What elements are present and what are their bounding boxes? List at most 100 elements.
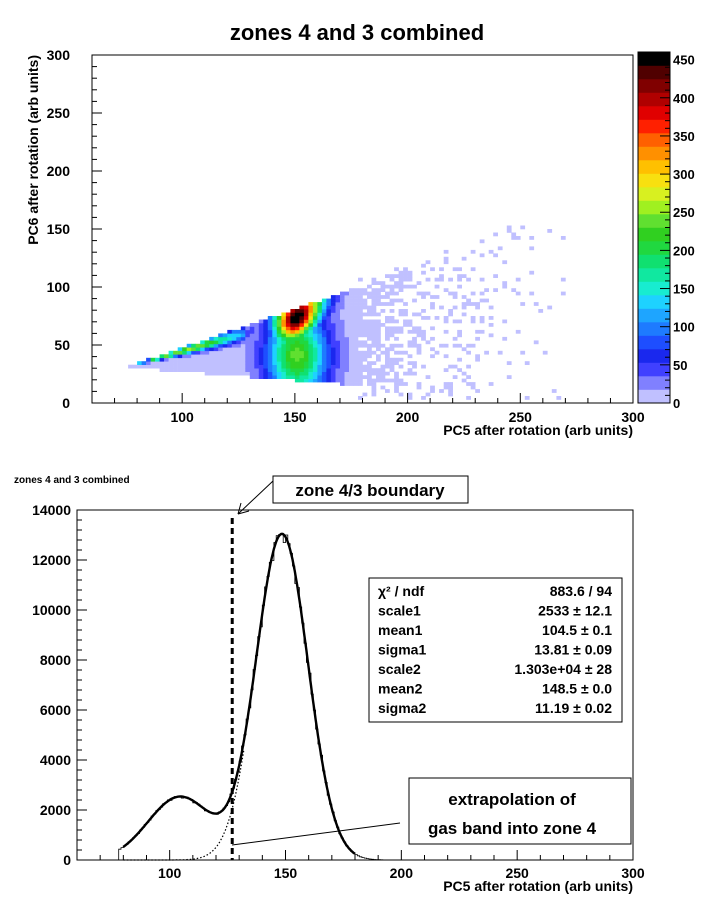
heatmap-cell xyxy=(376,336,381,341)
heatmap-cell xyxy=(398,309,404,313)
heatmap-cell xyxy=(330,364,336,369)
heatmap-cell xyxy=(258,319,264,324)
heatmap-cell xyxy=(317,312,323,317)
heatmap-cell xyxy=(407,274,413,278)
heatmap-cell xyxy=(340,333,345,338)
heatmap-cell xyxy=(146,357,151,362)
heatmap-cell xyxy=(367,371,372,376)
heatmap-cell xyxy=(371,392,377,397)
heatmap-cell xyxy=(371,309,377,313)
heatmap-cell xyxy=(470,249,476,254)
heatmap-cell xyxy=(353,343,359,348)
extrapolation-annotation-line1: extrapolation of xyxy=(448,790,576,809)
heatmap-cell xyxy=(272,371,278,376)
heatmap-cell xyxy=(294,333,300,338)
heatmap-cell xyxy=(141,364,147,369)
fit-stat-label: mean2 xyxy=(378,681,423,697)
heatmap-y-tick-label: 250 xyxy=(47,105,71,121)
heatmap-cell xyxy=(398,284,404,289)
heatmap-cell xyxy=(358,375,363,379)
heatmap-cell xyxy=(294,364,300,369)
heatmap-cell xyxy=(376,323,381,327)
heatmap-cell xyxy=(398,312,404,317)
heatmap-cell xyxy=(421,396,426,400)
heatmap-cell xyxy=(421,329,426,334)
heatmap-cell xyxy=(303,326,309,331)
heatmap-y-label: PC6 after rotation (arb units) xyxy=(25,55,41,245)
heatmap-cell xyxy=(479,316,485,320)
heatmap-cell xyxy=(416,333,422,338)
heatmap-cell xyxy=(457,267,462,272)
heatmap-cell xyxy=(376,329,381,334)
heatmap-cell xyxy=(321,371,327,376)
heatmap-cell xyxy=(254,357,260,362)
heatmap-cell xyxy=(308,340,314,345)
colorbar-swatch xyxy=(638,200,670,215)
heatmap-cell xyxy=(439,267,444,272)
heatmap-cell xyxy=(349,319,354,324)
heatmap-cell xyxy=(267,326,273,331)
heatmap-cell xyxy=(312,354,318,359)
heatmap-cell xyxy=(326,305,332,310)
heatmap-cell xyxy=(385,371,390,376)
heatmap-cell xyxy=(272,326,278,331)
heatmap-cell xyxy=(335,309,341,313)
heatmap-cell xyxy=(326,361,332,365)
heatmap-cell xyxy=(407,392,413,397)
heatmap-cell xyxy=(191,350,196,355)
heatmap-cell xyxy=(434,295,440,299)
heatmap-cell xyxy=(376,302,381,306)
heatmap-cell xyxy=(299,343,305,348)
heatmap-cell xyxy=(303,357,309,362)
heatmap-cell xyxy=(358,343,363,348)
heatmap-cell xyxy=(479,253,485,258)
heatmap-cell xyxy=(376,347,381,352)
heatmap-cell xyxy=(200,350,205,355)
heatmap-cell xyxy=(164,361,169,365)
heatmap-cell xyxy=(245,368,251,372)
heatmap-cell xyxy=(335,364,341,369)
heatmap-cell xyxy=(421,295,426,299)
heatmap-cell xyxy=(349,329,354,334)
heatmap-cell xyxy=(376,354,381,359)
heatmap-cell xyxy=(321,312,327,317)
heatmap-cell xyxy=(245,354,251,359)
heatmap-cell xyxy=(511,236,517,240)
heatmap-cell xyxy=(358,277,363,282)
heatmap-cell xyxy=(218,354,223,359)
heatmap-cell xyxy=(321,354,327,359)
heatmap-cell xyxy=(249,326,255,331)
heatmap-cell xyxy=(358,288,363,292)
heatmap-cell xyxy=(466,382,471,386)
heatmap-cell xyxy=(452,295,458,299)
heatmap-cell xyxy=(349,350,354,355)
heatmap-cell xyxy=(173,361,178,365)
heatmap-cell xyxy=(461,312,467,317)
heatmap-cell xyxy=(434,284,440,289)
heatmap-cell xyxy=(349,298,354,303)
heatmap-cell xyxy=(308,343,314,348)
heatmap-cell xyxy=(249,340,255,345)
heatmap-cell xyxy=(330,305,336,310)
heatmap-cell xyxy=(376,340,381,345)
heatmap-cell xyxy=(159,354,165,359)
heatmap-cell xyxy=(204,371,210,376)
heatmap-cell xyxy=(249,371,255,376)
heatmap-cell xyxy=(452,319,458,324)
histogram-y-tick-label: 10000 xyxy=(32,602,71,618)
heatmap-cell xyxy=(299,319,305,324)
boundary-annotation-text: zone 4/3 boundary xyxy=(295,481,445,500)
heatmap-cell xyxy=(299,371,305,376)
heatmap-cell xyxy=(371,326,377,331)
heatmap-cell xyxy=(448,389,453,393)
heatmap-cell xyxy=(317,340,323,345)
heatmap-cell xyxy=(371,312,377,317)
heatmap-cell xyxy=(502,284,508,289)
heatmap-cell xyxy=(317,336,323,341)
heatmap-cell xyxy=(380,309,386,313)
heatmap-cell xyxy=(294,350,300,355)
heatmap-cell xyxy=(249,354,255,359)
heatmap-cell xyxy=(240,343,246,348)
heatmap-cell xyxy=(443,343,449,348)
